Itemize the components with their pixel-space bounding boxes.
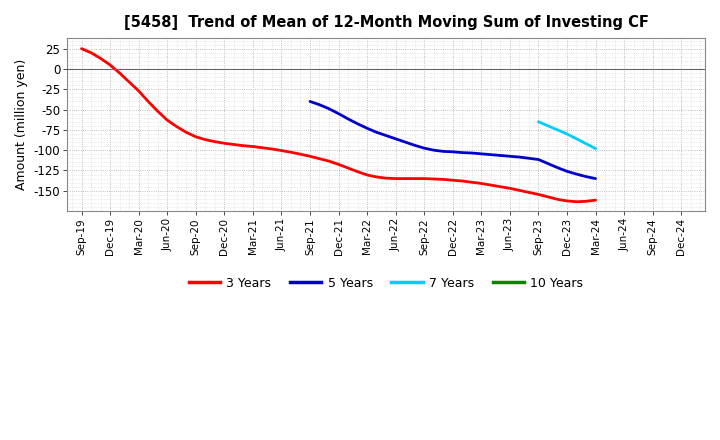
- Line: 7 Years: 7 Years: [539, 122, 595, 149]
- 5 Years: [572, 172, 581, 177]
- 5 Years: [458, 150, 467, 155]
- 7 Years: [562, 131, 571, 136]
- 5 Years: [363, 125, 372, 131]
- 5 Years: [401, 139, 410, 145]
- 5 Years: [582, 174, 590, 179]
- 7 Years: [544, 123, 552, 128]
- 5 Years: [334, 111, 343, 116]
- 5 Years: [372, 130, 381, 135]
- 5 Years: [382, 133, 390, 138]
- 5 Years: [392, 136, 400, 141]
- 5 Years: [449, 149, 457, 154]
- 7 Years: [591, 146, 600, 151]
- 5 Years: [525, 156, 534, 161]
- 5 Years: [354, 121, 362, 126]
- 5 Years: [487, 152, 495, 157]
- 5 Years: [515, 154, 523, 160]
- 7 Years: [582, 141, 590, 147]
- Legend: 3 Years, 5 Years, 7 Years, 10 Years: 3 Years, 5 Years, 7 Years, 10 Years: [184, 272, 588, 295]
- 5 Years: [534, 157, 543, 162]
- 5 Years: [505, 154, 514, 159]
- 5 Years: [477, 151, 485, 157]
- 7 Years: [553, 127, 562, 132]
- 5 Years: [544, 161, 552, 166]
- 3 Years: [201, 137, 210, 142]
- Title: [5458]  Trend of Mean of 12-Month Moving Sum of Investing CF: [5458] Trend of Mean of 12-Month Moving …: [124, 15, 649, 30]
- 5 Years: [343, 116, 352, 121]
- 5 Years: [420, 146, 428, 151]
- 7 Years: [534, 119, 543, 125]
- 7 Years: [572, 136, 581, 141]
- Line: 3 Years: 3 Years: [81, 49, 595, 202]
- 5 Years: [496, 153, 505, 158]
- 3 Years: [172, 124, 181, 129]
- 5 Years: [325, 106, 333, 111]
- 5 Years: [315, 102, 324, 107]
- 3 Years: [534, 192, 543, 197]
- 5 Years: [439, 149, 448, 154]
- 5 Years: [429, 147, 438, 153]
- Line: 5 Years: 5 Years: [310, 102, 595, 179]
- 5 Years: [467, 150, 476, 156]
- 3 Years: [591, 198, 600, 203]
- 3 Years: [582, 199, 590, 204]
- 3 Years: [77, 46, 86, 51]
- 3 Years: [135, 88, 143, 94]
- 5 Years: [410, 143, 419, 148]
- 5 Years: [562, 169, 571, 174]
- 5 Years: [306, 99, 315, 104]
- 3 Years: [572, 199, 581, 204]
- 5 Years: [553, 165, 562, 170]
- 3 Years: [268, 147, 276, 152]
- Y-axis label: Amount (million yen): Amount (million yen): [15, 59, 28, 190]
- 5 Years: [591, 176, 600, 181]
